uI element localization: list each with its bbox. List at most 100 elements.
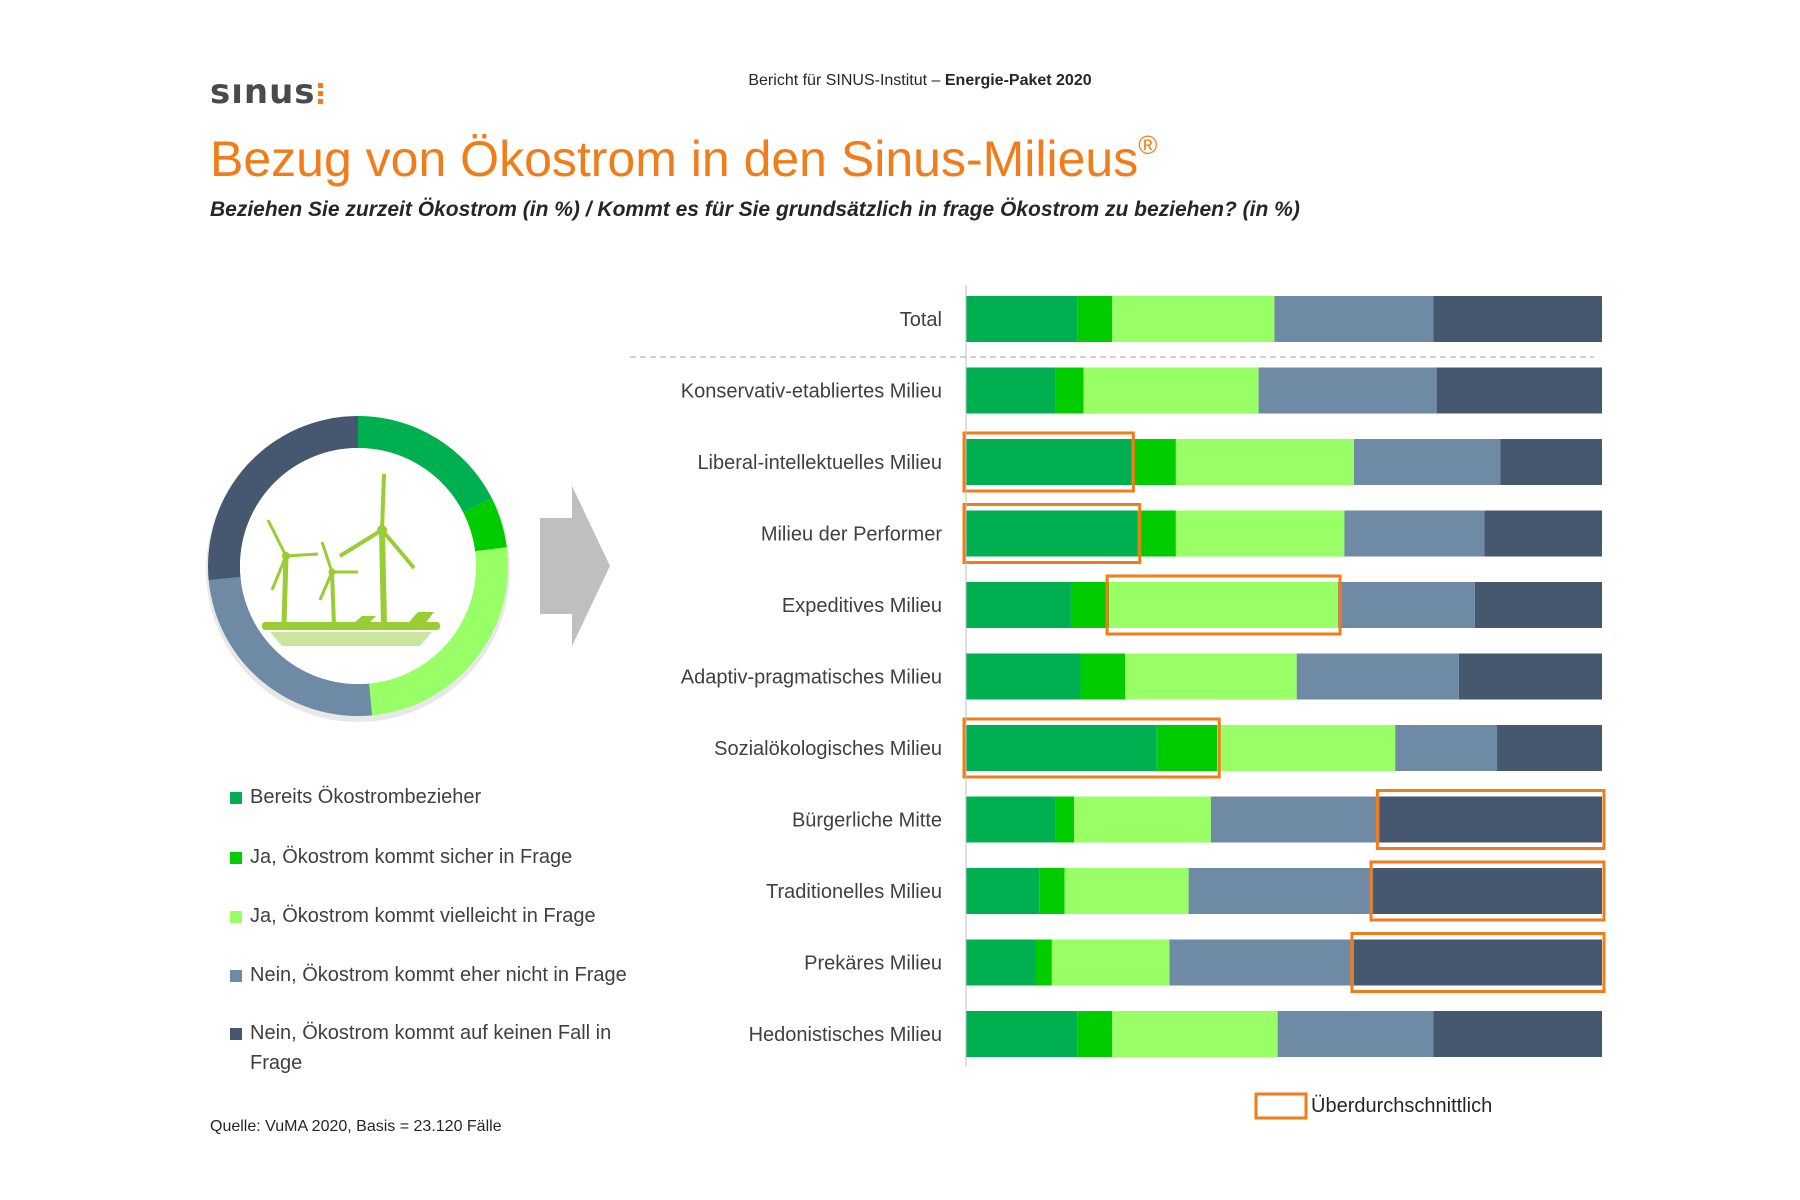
highlight-frame xyxy=(1375,789,1606,850)
highlight-frame xyxy=(962,717,1221,779)
highlight-legend-label: Überdurchschnittlich xyxy=(1311,1095,1492,1117)
bar-segment xyxy=(1051,939,1170,986)
bar-segment xyxy=(966,653,1081,700)
legend-item: Ja, Ökostrom kommt sicher in Frage xyxy=(230,842,630,872)
bar-segment xyxy=(1436,367,1602,414)
category-label: Hedonistisches Milieu xyxy=(749,1024,942,1046)
highlight-frame xyxy=(1369,860,1606,922)
bar-segment xyxy=(1500,439,1602,485)
donut-slice xyxy=(358,416,492,513)
bar-segment xyxy=(1217,725,1396,771)
bar-segment xyxy=(1344,510,1485,557)
donut-slice xyxy=(463,497,507,552)
bar-segment xyxy=(966,725,1157,771)
bar-segment xyxy=(1433,1011,1602,1057)
legend-item: Nein, Ökostrom kommt auf keinen Fall in … xyxy=(230,1018,630,1078)
bar-segment xyxy=(966,510,1138,557)
source-note: Quelle: VuMA 2020, Basis = 23.120 Fälle xyxy=(210,1118,502,1135)
bar-segment xyxy=(1474,582,1602,628)
highlight-frame xyxy=(962,503,1142,564)
bar-segment xyxy=(1188,868,1374,914)
bar-segment xyxy=(1274,296,1434,342)
donut-slice xyxy=(369,547,508,716)
bar-segment xyxy=(966,868,1040,914)
report-header: Bericht für SINUS-Institut – Energie-Pak… xyxy=(700,72,1140,90)
report-name: Energie-Paket 2020 xyxy=(944,72,1092,89)
bar-segment xyxy=(1497,725,1602,771)
bar-segment xyxy=(1039,868,1065,914)
bar-segment xyxy=(1156,725,1218,771)
legend-swatch xyxy=(230,792,242,804)
legend-label: Ja, Ökostrom kommt vielleicht in Frage xyxy=(250,905,596,927)
legend-label: Ja, Ökostrom kommt sicher in Frage xyxy=(250,846,573,868)
category-label: Prekäres Milieu xyxy=(804,953,942,975)
question-subtitle: Beziehen Sie zurzeit Ökostrom (in %) / K… xyxy=(210,198,1300,221)
highlight-frame xyxy=(1105,574,1342,636)
bar-segment xyxy=(1074,796,1211,843)
legend-item: Nein, Ökostrom kommt eher nicht in Frage xyxy=(230,960,630,990)
bar-segment xyxy=(966,582,1071,628)
donut-chart xyxy=(206,416,510,722)
legend-swatch xyxy=(230,911,242,923)
bar-segment xyxy=(1458,653,1602,700)
bar-segment xyxy=(1077,296,1113,342)
donut-slice xyxy=(208,416,358,581)
bar-segment xyxy=(1353,439,1501,485)
bar-segment xyxy=(1296,653,1459,700)
bar-segment xyxy=(966,296,1078,342)
legend-label: Bereits Ökostrombezieher xyxy=(250,786,482,808)
bar-segment xyxy=(966,1011,1078,1057)
category-label: Milieu der Performer xyxy=(761,524,943,546)
category-labels: Total Konservativ-etabliertes Milieu Liber… xyxy=(681,309,943,1046)
wind-turbine-icon xyxy=(262,473,440,646)
bar-segment xyxy=(1083,367,1259,414)
bar-segment xyxy=(1169,939,1354,986)
title-text: Bezug von Ökostrom in den Sinus-Milieus xyxy=(210,131,1139,187)
legend-item: Ja, Ökostrom kommt vielleicht in Frage xyxy=(230,901,630,931)
bar-segment xyxy=(1373,868,1602,914)
legend-item: Bereits Ökostrombezieher xyxy=(230,782,630,812)
bar-segment xyxy=(1125,653,1297,700)
category-label: Expeditives Milieu xyxy=(782,595,942,617)
bar-segment xyxy=(1353,939,1602,986)
category-label: Total xyxy=(900,309,942,331)
bar-segment xyxy=(1175,510,1345,557)
sinus-logo: sınus xyxy=(210,72,316,112)
arrow-right-icon xyxy=(540,486,610,646)
bar-segment xyxy=(1035,939,1052,986)
page-title: Bezug von Ökostrom in den Sinus-Milieus® xyxy=(210,130,1157,188)
bar-segment xyxy=(1131,439,1176,485)
registered-mark: ® xyxy=(1138,130,1158,161)
bar-segment xyxy=(1137,510,1176,557)
stacked-bars xyxy=(966,296,1602,1057)
bar-segment xyxy=(1112,296,1275,342)
report-prefix: Bericht für SINUS-Institut – xyxy=(748,72,941,89)
category-label: Konservativ-etabliertes Milieu xyxy=(681,381,942,403)
bar-segment xyxy=(1395,725,1498,771)
bar-segment xyxy=(1070,582,1110,628)
category-label: Sozialökologisches Milieu xyxy=(714,738,942,760)
bar-segment xyxy=(1109,582,1339,628)
legend-swatch xyxy=(230,1028,242,1040)
highlight-frames xyxy=(962,431,1606,993)
highlight-legend-swatch xyxy=(1254,1092,1308,1120)
bar-segment xyxy=(1258,367,1437,414)
category-label: Traditionelles Milieu xyxy=(766,881,942,903)
legend-swatch xyxy=(230,970,242,982)
bar-segment xyxy=(1055,367,1084,414)
category-label: Adaptiv-pragmatisches Milieu xyxy=(681,667,942,689)
category-label: Bürgerliche Mitte xyxy=(792,810,942,832)
bar-segment xyxy=(966,367,1056,414)
category-label: Liberal-intellektuelles Milieu xyxy=(697,452,942,474)
bar-segment xyxy=(1055,796,1075,843)
donut-hole xyxy=(240,448,476,684)
bar-segment xyxy=(1379,796,1602,843)
bar-segment xyxy=(1338,582,1475,628)
bar-segment xyxy=(1077,1011,1113,1057)
bar-segment xyxy=(966,439,1132,485)
bar-segment xyxy=(1175,439,1354,485)
highlight-frame xyxy=(1350,932,1606,993)
legend-swatch xyxy=(230,852,242,864)
bar-segment xyxy=(1277,1011,1434,1057)
